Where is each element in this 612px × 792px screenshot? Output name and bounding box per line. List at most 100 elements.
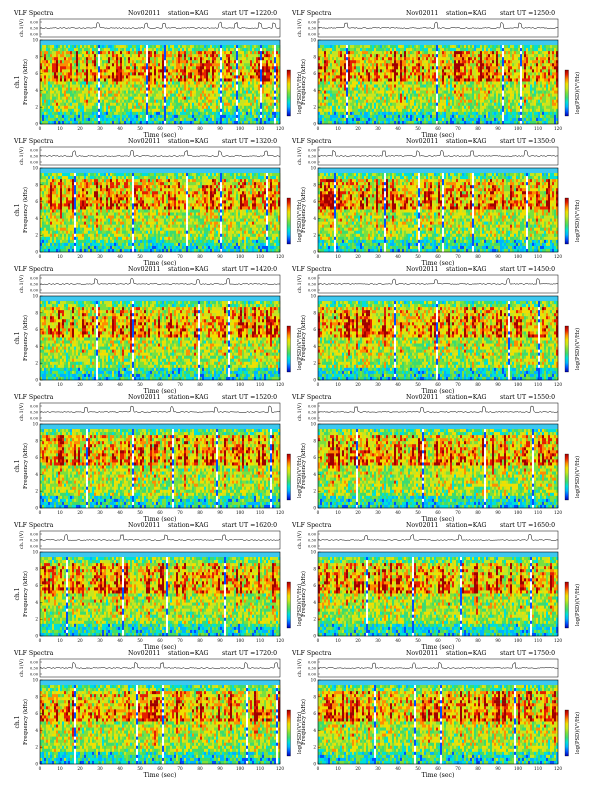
spectrogram-cell: [242, 69, 244, 72]
spectrogram-cell: [168, 72, 170, 75]
spectrogram-cell: [244, 45, 246, 48]
spectrogram-cell: [202, 69, 204, 72]
spectrogram-cell: [118, 51, 120, 54]
spectrogram-cell: [74, 45, 76, 48]
spectrogram-cell: [96, 97, 98, 100]
spectrogram-cell: [254, 51, 256, 54]
spectrogram-cell: [412, 85, 414, 88]
spectrogram-cell: [220, 69, 222, 72]
spectrogram-cell: [122, 118, 124, 121]
spectrogram-cell: [154, 121, 156, 124]
spectrogram-cell: [98, 63, 100, 66]
spectrogram-cell: [84, 118, 86, 121]
spectrogram-cell: [248, 60, 250, 63]
spectrogram-cell: [398, 91, 400, 94]
spectrogram-cell: [102, 85, 104, 88]
spectrogram-cell: [332, 103, 334, 106]
spectrogram-cell: [350, 57, 352, 60]
spectrogram-cell: [206, 115, 208, 118]
spectrogram-cell: [178, 75, 180, 78]
spectrogram-cell: [246, 63, 248, 66]
spectrogram-cell: [234, 48, 236, 51]
spectrogram-cell: [76, 63, 78, 66]
spectrogram-cell: [50, 109, 52, 112]
spectrogram-cell: [120, 88, 122, 91]
spectrogram-cell: [108, 100, 110, 103]
spectrogram-cell: [208, 51, 210, 54]
spectrogram-cell: [416, 106, 418, 109]
spectrogram-cell: [266, 54, 268, 57]
spectrogram-cell: [198, 48, 200, 51]
spectrogram-cell: [246, 112, 248, 115]
spectrogram-cell: [170, 45, 172, 48]
spectrogram-cell: [50, 94, 52, 97]
spectrogram-cell: [340, 75, 342, 78]
spectrogram-cell: [260, 115, 262, 118]
spectrogram-cell: [214, 81, 216, 84]
spectrogram-cell: [400, 112, 402, 115]
spectrogram-cell: [400, 97, 402, 100]
spectrogram-cell: [218, 51, 220, 54]
spectrogram-cell: [344, 100, 346, 103]
spectrogram-cell: [390, 88, 392, 91]
spectrogram-cell: [196, 69, 198, 72]
spectrogram-cell: [414, 100, 416, 103]
spectrogram-cell: [166, 103, 168, 106]
spectrogram-cell: [250, 72, 252, 75]
spectrogram-cell: [56, 121, 58, 124]
spectrogram-cell: [206, 51, 208, 54]
spectrogram-cell: [172, 97, 174, 100]
spectrogram-cell: [158, 81, 160, 84]
spectrogram-cell: [170, 106, 172, 109]
spectrogram-cell: [102, 78, 104, 81]
spectrogram-cell: [358, 81, 360, 84]
spectrogram-cell: [358, 112, 360, 115]
spectrogram-cell: [400, 66, 402, 69]
spectrogram-cell: [186, 63, 188, 66]
spectrogram-cell: [378, 60, 380, 63]
spectrogram-cell: [342, 57, 344, 60]
spectrogram-cell: [200, 88, 202, 91]
spectrogram-cell: [112, 106, 114, 109]
spectrogram-cell: [40, 57, 42, 60]
spectrogram-cell: [88, 118, 90, 121]
spectrogram-cell: [76, 91, 78, 94]
spectrogram-cell: [336, 75, 338, 78]
spectrogram-cell: [40, 103, 42, 106]
spectrogram-cell: [344, 69, 346, 72]
spectrogram-cell: [56, 103, 58, 106]
spectrogram-cell: [212, 60, 214, 63]
spectrogram-cell: [68, 97, 70, 100]
spectrogram-cell: [118, 48, 120, 51]
spectrogram-cell: [148, 81, 150, 84]
spectrogram-cell: [184, 103, 186, 106]
spectrogram-cell: [180, 112, 182, 115]
y-tick-label: 0: [35, 122, 38, 127]
spectrogram-cell: [172, 112, 174, 115]
spectrogram-cell: [198, 109, 200, 112]
spectrogram-cell: [142, 97, 144, 100]
spectrogram-cell: [124, 91, 126, 94]
spectrogram-cell: [232, 75, 234, 78]
spectrogram-cell: [132, 45, 134, 48]
spectrogram-cell: [226, 81, 228, 84]
spectrogram-cell: [50, 115, 52, 118]
spectrogram-cell: [344, 54, 346, 57]
spectrogram-cell: [386, 85, 388, 88]
spectrogram-cell: [114, 45, 116, 48]
spectrogram-cell: [404, 60, 406, 63]
spectrogram-cell: [200, 112, 202, 115]
spectrogram-cell: [134, 121, 136, 124]
spectrogram-cell: [334, 72, 336, 75]
spectrogram-cell: [370, 66, 372, 69]
spectrogram-cell: [318, 48, 320, 51]
spectrogram-cell: [104, 60, 106, 63]
spectrogram-cell: [118, 69, 120, 72]
spectrogram-cell: [162, 51, 164, 54]
spectrogram-cell: [188, 103, 190, 106]
spectrogram-cell: [228, 109, 230, 112]
spectrogram-cell: [408, 78, 410, 81]
spectrogram-cell: [122, 78, 124, 81]
spectrogram-cell: [170, 112, 172, 115]
spectrogram-cell: [42, 60, 44, 63]
